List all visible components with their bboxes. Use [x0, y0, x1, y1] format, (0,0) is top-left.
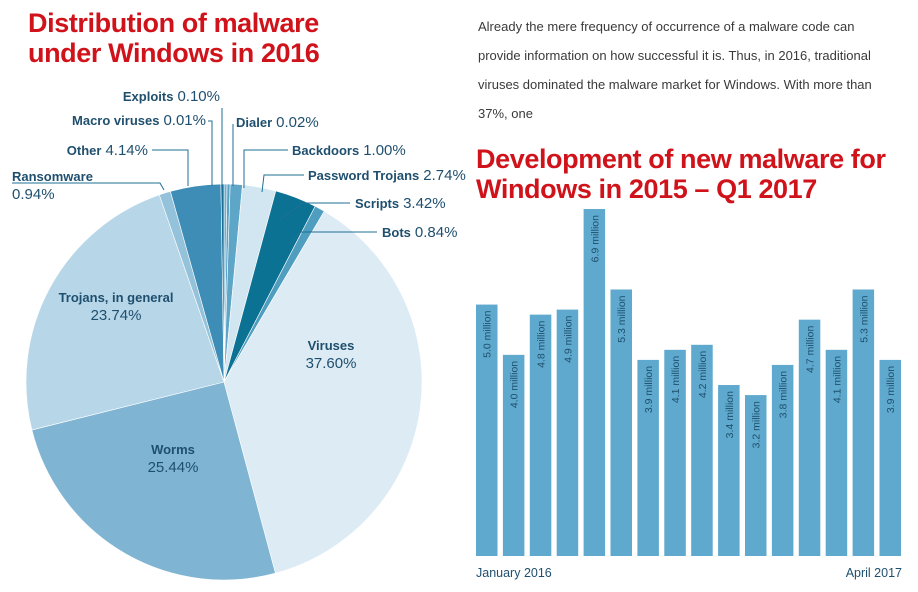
- pie-label-name-macro-viruses: Macro viruses: [72, 113, 159, 128]
- bar-value-label-2: 4.0 million: [509, 361, 521, 408]
- bar-5: [583, 209, 606, 556]
- bar-12: [771, 364, 794, 556]
- pie-label-value-backdoors: 1.00%: [363, 142, 406, 159]
- pie-chart: [25, 183, 423, 581]
- bar-value-label-12: 3.8 million: [778, 371, 790, 418]
- leader-line-bots: [289, 231, 377, 245]
- bar-2: [502, 354, 525, 556]
- pie-label-dialer: Dialer 0.02%: [236, 114, 319, 131]
- bar-value-label-3: 4.8 million: [536, 320, 548, 367]
- bar-chart: 5.0 million 4.0 million 4.8 million 4.9 mil…: [476, 209, 901, 556]
- pie-label-worms: Worms 25.44%: [148, 442, 199, 476]
- intro-paragraph: Already the mere frequency of occurrence…: [478, 19, 872, 121]
- pie-label-exploits: Exploits 0.10%: [123, 88, 220, 105]
- bar-value-label-15: 5.3 million: [858, 295, 870, 342]
- bar-value-label-7: 3.9 million: [643, 366, 655, 413]
- pie-chart-title: Distribution of malware under Windows in…: [28, 8, 358, 68]
- pie-label-name-bots: Bots: [382, 225, 411, 240]
- pie-label-value-scripts: 3.42%: [403, 195, 446, 212]
- x-axis-end-label: April 2017: [846, 566, 902, 580]
- bar-value-label-14: 4.1 million: [831, 356, 843, 403]
- bar-title-line-1: Development of new malware for: [476, 144, 886, 174]
- pie-label-other: Other 4.14%: [67, 142, 148, 159]
- pie-label-ransomware: Ransomware 0.94%: [12, 169, 93, 203]
- bar-value-label-8: 4.1 million: [670, 356, 682, 403]
- pie-label-name-scripts: Scripts: [355, 196, 399, 211]
- bar-13: [798, 319, 821, 556]
- pie-label-password-trojans: Password Trojans 2.74%: [308, 167, 466, 184]
- pie-label-scripts: Scripts 3.42%: [355, 195, 446, 212]
- bar-value-label-9: 4.2 million: [697, 351, 709, 398]
- x-axis-start-label: January 2016: [476, 566, 552, 580]
- pie-label-value-bots: 0.84%: [415, 224, 458, 241]
- bar-value-label-1: 5.0 million: [482, 310, 494, 357]
- pie-label-backdoors: Backdoors 1.00%: [292, 142, 406, 159]
- bar-10: [718, 385, 740, 556]
- leader-line-scripts: [279, 202, 350, 221]
- pie-label-name-exploits: Exploits: [123, 89, 174, 104]
- pie-label-name-password-trojans: Password Trojans: [308, 168, 419, 183]
- pie-label-name-viruses: Viruses: [308, 338, 355, 353]
- bar-9: [691, 344, 713, 556]
- pie-label-name-trojans-in-general: Trojans, in general: [59, 290, 174, 305]
- pie-label-value-other: 4.14%: [105, 142, 148, 159]
- pie-label-name-backdoors: Backdoors: [292, 143, 359, 158]
- leader-line-backdoors: [243, 149, 288, 188]
- pie-label-value-viruses: 37.60%: [306, 355, 357, 372]
- pie-label-name-worms: Worms: [151, 442, 195, 457]
- leader-line-password-trojans: [261, 174, 304, 193]
- bar-value-label-13: 4.7 million: [805, 326, 817, 373]
- pie-leader-lines: [12, 108, 377, 245]
- bar-value-label-5: 6.9 million: [589, 215, 601, 262]
- leader-line-macro-viruses: [208, 120, 213, 186]
- bar-16: [879, 359, 901, 556]
- bar-14: [825, 349, 848, 556]
- pie-label-name-other: Other: [67, 143, 102, 158]
- pie-label-name-ransomware: Ransomware: [12, 169, 93, 184]
- pie-label-value-exploits: 0.10%: [177, 88, 220, 105]
- pie-slice-trojans-in-general: [25, 194, 225, 431]
- bar-4: [556, 309, 579, 556]
- pie-title-line-2: under Windows in 2016: [28, 38, 320, 68]
- pie-slice-viruses: [223, 210, 423, 574]
- pie-label-name-dialer: Dialer: [236, 115, 272, 130]
- bar-value-label-11: 3.2 million: [751, 401, 763, 448]
- leader-line-ransomware: [12, 182, 165, 191]
- pie-label-trojans-in-general: Trojans, in general 23.74%: [59, 290, 174, 324]
- bar-6: [610, 289, 632, 556]
- bar-15: [852, 289, 875, 556]
- pie-label-value-dialer: 0.02%: [276, 114, 319, 131]
- pie-labels: Exploits 0.10% Dialer 0.02% Backdoors 1.00% Pa…: [12, 88, 466, 476]
- bar-3: [529, 314, 552, 556]
- pie-label-macro-viruses: Macro viruses 0.01%: [72, 112, 206, 129]
- bar-7: [637, 359, 659, 556]
- pie-label-value-worms: 25.44%: [148, 459, 199, 476]
- pie-title-line-1: Distribution of malware: [28, 8, 319, 38]
- bar-11: [745, 395, 767, 556]
- bar-value-label-16: 3.9 million: [885, 366, 897, 413]
- bar-8: [664, 349, 686, 556]
- pie-label-value-ransomware: 0.94%: [12, 186, 55, 203]
- bar-value-label-4: 4.9 million: [562, 315, 574, 362]
- bar-1: [476, 304, 498, 556]
- pie-label-bots: Bots 0.84%: [382, 224, 457, 241]
- pie-label-value-trojans-in-general: 23.74%: [91, 307, 142, 324]
- bar-title-line-2: Windows in 2015 – Q1 2017: [476, 174, 817, 204]
- bar-value-label-6: 5.3 million: [616, 295, 628, 342]
- bar-value-label-10: 3.4 million: [724, 391, 736, 438]
- bar-chart-title: Development of new malware for Windows i…: [476, 144, 896, 204]
- pie-slice-worms: [31, 381, 276, 581]
- pie-label-value-password-trojans: 2.74%: [423, 167, 466, 184]
- pie-label-viruses: Viruses 37.60%: [306, 338, 357, 372]
- leader-line-other: [152, 149, 189, 186]
- pie-label-value-macro-viruses: 0.01%: [163, 112, 206, 129]
